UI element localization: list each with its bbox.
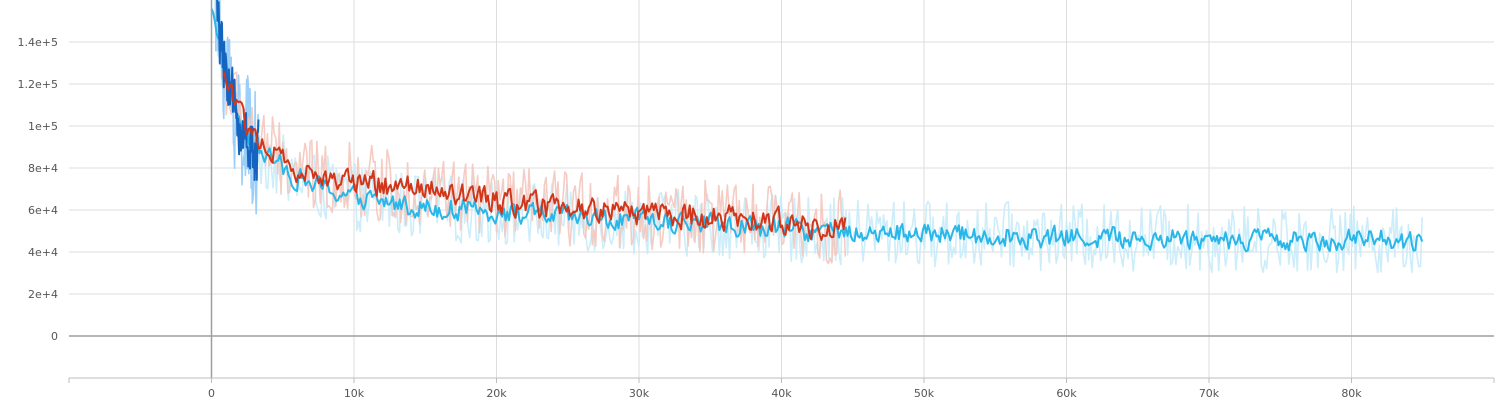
x-tick-label: 40k <box>771 387 792 400</box>
y-tick-label: 1.2e+5 <box>18 78 58 91</box>
raw-series-line-3 <box>222 64 847 265</box>
x-tick-label: 70k <box>1199 387 1220 400</box>
tick-label-layer: 0 10k 20k 30k 40k 50k 60k 70k 80k 0 2e+4 4e+4 6e+4 8e… <box>18 36 1363 400</box>
y-tick-label: 1.4e+5 <box>18 36 58 49</box>
x-tick-label: 50k <box>914 387 935 400</box>
smoothed-series-line-1 <box>210 8 1424 253</box>
x-tick-label: 80k <box>1341 387 1362 400</box>
axis-layer <box>68 0 1495 383</box>
y-tick-label: 6e+4 <box>28 204 58 217</box>
smoothed-series-line-3 <box>222 72 847 241</box>
x-tick-label: 0 <box>208 387 215 400</box>
x-tick-label: 30k <box>629 387 650 400</box>
y-tick-label: 2e+4 <box>28 288 58 301</box>
smoothed-series-layer <box>210 0 1424 253</box>
x-tick-label: 60k <box>1056 387 1077 400</box>
grid-layer <box>69 0 1494 378</box>
y-tick-label: 0 <box>51 330 58 343</box>
smoothed-series-line-2 <box>216 0 260 182</box>
y-tick-label: 8e+4 <box>28 162 58 175</box>
y-tick-label: 4e+4 <box>28 246 58 259</box>
x-tick-label: 20k <box>486 387 507 400</box>
raw-series-layer <box>214 0 1423 274</box>
y-tick-label: 1e+5 <box>28 120 58 133</box>
x-tick-label: 10k <box>344 387 365 400</box>
